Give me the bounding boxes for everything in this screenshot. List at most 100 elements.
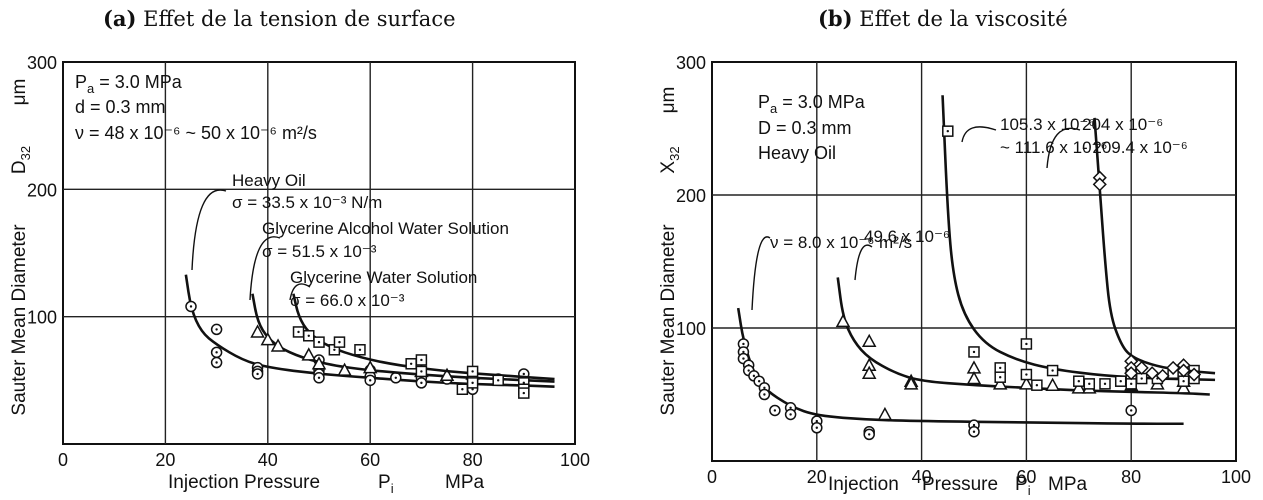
y-tick-label-b: 200 — [676, 186, 706, 206]
annotation-label-a: Heavy Oil — [232, 171, 306, 190]
data-point-square-dot — [297, 330, 300, 334]
y-axis-label-a: Sauter Mean Diameter — [9, 224, 30, 416]
condition-text-b: Pa = 3.0 MPa — [758, 92, 866, 116]
x-tick-label-b: 20 — [807, 467, 827, 487]
data-point-square-dot — [999, 366, 1002, 370]
panel-b-label: (b) — [818, 6, 853, 31]
y-axis-unit-a: μm — [9, 79, 30, 106]
annotation-leader-b — [751, 236, 771, 311]
data-point-diamond — [1134, 360, 1149, 375]
plot-frame-a — [62, 61, 576, 445]
annotation-label-b: ~ 111.6 x 10⁻⁶ — [1000, 138, 1108, 157]
annotation-label-b: 204 x 10⁻⁶ — [1082, 115, 1163, 134]
x-tick-label-b: 40 — [912, 467, 932, 487]
data-point-triangle — [861, 333, 877, 348]
panel-b-title-text: Effet de la viscosité — [859, 7, 1068, 31]
data-point-circle-dot — [815, 419, 818, 423]
x-tick-label-b: 80 — [1121, 467, 1141, 487]
data-point-circle-dot — [317, 376, 321, 379]
y-tick-label-a: 200 — [27, 180, 57, 200]
data-point-square-dot — [497, 379, 500, 382]
data-point-square-dot — [1182, 380, 1185, 383]
data-point-circle-dot — [773, 409, 777, 412]
data-point-circle-dot — [471, 388, 474, 391]
annotation-leader-a — [289, 283, 311, 301]
annotation-label-a: σ = 66.0 x 10⁻³ — [290, 291, 405, 310]
annotation-label-a: σ = 33.5 x 10⁻³ N/m — [232, 193, 382, 212]
data-point-triangle — [903, 376, 919, 390]
data-point-circle-dot — [972, 423, 976, 427]
data-point-square-dot — [307, 334, 310, 337]
data-point-circle-dot — [522, 372, 525, 376]
data-point-triangle — [992, 376, 1008, 390]
x-tick-label-a: 60 — [360, 450, 380, 470]
data-point-triangle — [260, 332, 276, 346]
data-point-circle-dot — [757, 380, 761, 383]
data-point-square-dot — [333, 348, 336, 351]
annotation-label-b: ν = 8.0 x 10⁻⁶ m²/s — [770, 233, 912, 252]
annotation-leader-b — [854, 244, 873, 281]
data-point-triangle — [362, 360, 378, 374]
annotation-label-a: σ = 51.5 x 10⁻³ — [262, 242, 377, 261]
data-point-circle-dot — [815, 426, 818, 429]
data-point-triangle — [337, 362, 352, 376]
condition-text-b: D = 0.3 mm — [758, 118, 852, 138]
series-curve-b-1 — [836, 277, 1210, 396]
x-axis-label-b: Injection Pressure Pi MPa — [828, 474, 1088, 498]
data-point-square-dot — [1088, 382, 1091, 386]
data-point-square-dot — [338, 340, 341, 344]
data-point-square-dot — [522, 381, 525, 385]
panel-a-label: (a) — [103, 6, 137, 31]
panel-a-title-text: Effet de la tension de surface — [143, 7, 456, 31]
y-axis-symbol-b: X32 — [658, 146, 682, 173]
x-axis-label-a: Injection Pressure Pi MPa — [168, 472, 485, 496]
data-point-circle-dot — [215, 351, 218, 354]
data-point-diamond — [1176, 363, 1191, 378]
data-point-circle-dot — [972, 430, 976, 433]
y-tick-label-a: 300 — [27, 53, 57, 73]
data-point-circle-dot — [420, 381, 423, 385]
data-point-square-dot — [1103, 382, 1107, 386]
data-point-circle-dot — [742, 342, 745, 346]
data-point-triangle — [270, 338, 286, 352]
chart-panel-a: 0 20 40 60 80 100 100 200 300 Injection Pressure P… — [9, 53, 590, 496]
data-point-triangle — [301, 347, 317, 361]
y-axis-unit-b: μm — [658, 87, 679, 114]
data-point-square-dot — [1035, 383, 1039, 387]
data-point-circle-dot — [763, 393, 766, 396]
data-point-square-dot — [1119, 380, 1122, 383]
condition-text-a: d = 0.3 mm — [75, 97, 166, 117]
x-tick-label-b: 100 — [1221, 467, 1251, 487]
y-tick-label-a: 100 — [27, 308, 57, 328]
annotation-leader-a — [249, 236, 281, 301]
x-tick-label-a: 0 — [58, 450, 68, 470]
data-point-triangle — [966, 370, 982, 385]
data-point-circle-dot — [189, 305, 193, 308]
data-point-circle-dot — [742, 357, 745, 360]
data-point-circle-dot — [789, 413, 792, 416]
data-point-square-dot — [1025, 342, 1028, 346]
plot-frame-b — [711, 61, 1237, 462]
x-tick-label-b: 0 — [707, 467, 717, 487]
annotation-leader-a — [191, 189, 227, 271]
data-point-triangle — [1045, 377, 1060, 391]
data-point-diamond — [1166, 360, 1181, 375]
data-point-square-dot — [1025, 373, 1028, 376]
series-curve-a-0 — [184, 274, 555, 388]
annotation-label-a: Glycerine Alcohol Water Solution — [262, 219, 509, 238]
data-point-triangle — [877, 406, 893, 421]
data-point-triangle — [835, 313, 851, 328]
chart-panel-b: 0 20 40 60 80 100 100 200 300 Injection Pressure Pi… — [658, 53, 1251, 498]
series-curve-b-2 — [941, 95, 1216, 382]
data-point-diamond — [1092, 177, 1107, 192]
x-tick-label-a: 20 — [155, 450, 175, 470]
data-point-circle-dot — [369, 379, 372, 382]
x-tick-label-a: 100 — [560, 450, 590, 470]
data-point-diamond — [1187, 367, 1202, 382]
data-point-triangle — [1176, 380, 1191, 394]
annotation-label-a: Glycerine Water Solution — [290, 268, 477, 287]
condition-text-b: Heavy Oil — [758, 143, 836, 163]
data-point-square-dot — [358, 348, 362, 351]
data-point-circle-dot — [763, 386, 766, 390]
annotation-label-b: - 209.4 x 10⁻⁶ — [1082, 138, 1188, 157]
